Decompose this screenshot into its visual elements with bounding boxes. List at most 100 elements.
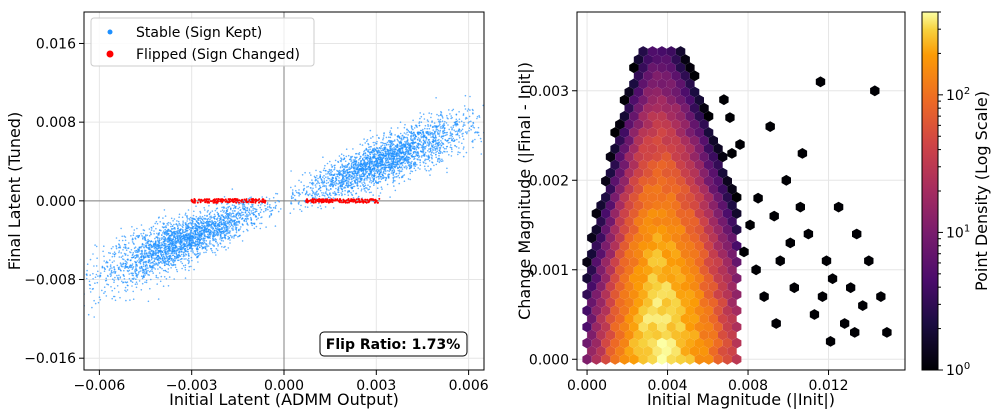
stable-point [158, 233, 160, 235]
stable-point [452, 137, 455, 140]
stable-point [172, 220, 174, 222]
stable-point [414, 169, 417, 172]
stable-point [172, 250, 175, 252]
stable-point [390, 153, 393, 155]
stable-point [138, 280, 141, 282]
stable-point [408, 153, 411, 156]
stable-point [291, 189, 294, 191]
stable-point [180, 261, 182, 263]
stable-point [143, 252, 146, 255]
stable-point [130, 265, 132, 267]
stable-point [228, 236, 231, 239]
stable-point [380, 153, 383, 156]
stable-point [255, 208, 258, 211]
stable-point [187, 250, 189, 253]
stable-point [431, 131, 433, 134]
stable-point [435, 130, 437, 132]
stable-point [138, 261, 140, 264]
stable-point [260, 208, 263, 211]
stable-point [150, 258, 153, 261]
stable-point [154, 237, 156, 240]
stable-point [320, 178, 323, 180]
stable-point [246, 222, 248, 224]
stable-point [445, 131, 447, 134]
stable-point [439, 129, 442, 132]
stable-point [228, 205, 231, 208]
stable-point [390, 172, 393, 174]
stable-point [203, 207, 205, 209]
stable-point [96, 281, 99, 284]
stable-point [168, 264, 171, 267]
stable-point [190, 265, 192, 268]
stable-point [230, 216, 232, 218]
stable-point [294, 199, 297, 201]
stable-point [237, 214, 240, 217]
stable-point [187, 254, 190, 256]
stable-point [425, 145, 427, 148]
stable-point [129, 280, 132, 282]
stable-point [181, 230, 184, 233]
stable-point [132, 272, 134, 275]
stable-point [137, 236, 139, 238]
stable-point [447, 117, 449, 120]
stable-point [434, 136, 437, 139]
stable-point [191, 235, 193, 237]
stable-point [221, 226, 223, 229]
stable-point [160, 237, 163, 239]
stable-point [165, 239, 167, 241]
stable-point [89, 274, 91, 276]
stable-point [202, 222, 205, 225]
stable-point [232, 229, 235, 231]
stable-point [470, 120, 472, 123]
stable-point [444, 139, 447, 142]
stable-point [197, 235, 199, 238]
stable-point [400, 138, 403, 140]
stable-point [243, 208, 246, 211]
stable-point [144, 251, 146, 253]
stable-point [86, 273, 88, 276]
stable-point [191, 219, 193, 221]
stable-point [435, 156, 438, 159]
stable-point [439, 127, 442, 129]
stable-point [460, 129, 463, 132]
stable-point [153, 257, 155, 259]
stable-point [455, 120, 458, 123]
stable-point [216, 218, 218, 221]
stable-point [265, 196, 268, 199]
stable-point [319, 189, 322, 192]
stable-point [402, 144, 405, 146]
stable-point [416, 145, 418, 147]
stable-point [107, 275, 109, 278]
stable-point [300, 181, 303, 183]
stable-point [249, 197, 251, 199]
stable-point [195, 244, 197, 246]
stable-point [166, 259, 169, 262]
stable-point [229, 207, 232, 210]
stable-point [174, 240, 176, 242]
stable-point [360, 173, 363, 176]
stable-point [217, 217, 219, 219]
stable-point [357, 163, 360, 165]
stable-point [354, 170, 357, 173]
stable-point [339, 171, 341, 173]
stable-point [145, 234, 147, 236]
stable-point [111, 289, 113, 292]
stable-point [422, 143, 425, 146]
stable-point [200, 234, 202, 237]
stable-point [388, 163, 391, 166]
stable-point [428, 140, 431, 143]
stable-point [290, 170, 292, 172]
stable-point [337, 186, 340, 188]
stable-point [445, 122, 448, 124]
stable-point [212, 236, 214, 238]
stable-point [331, 170, 333, 173]
stable-point [318, 195, 321, 198]
stable-point [410, 152, 412, 155]
stable-point [191, 247, 194, 250]
stable-point [213, 245, 215, 247]
stable-point [159, 258, 162, 260]
stable-point [117, 277, 119, 280]
stable-point [109, 273, 111, 275]
stable-point [141, 249, 143, 252]
stable-point [357, 195, 360, 198]
